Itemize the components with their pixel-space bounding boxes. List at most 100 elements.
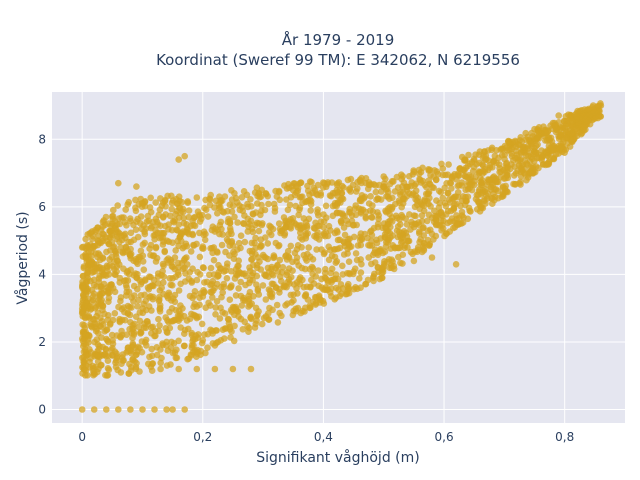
data-point: [441, 184, 449, 192]
data-point: [79, 253, 87, 260]
data-point: [232, 194, 240, 202]
data-point: [173, 195, 180, 203]
data-point: [129, 325, 136, 332]
data-point: [134, 348, 141, 355]
data-point: [394, 223, 402, 230]
data-point: [455, 221, 462, 228]
data-point: [228, 208, 236, 215]
data-point: [455, 181, 463, 189]
data-point: [341, 231, 349, 239]
data-point: [276, 289, 283, 296]
data-point: [177, 324, 184, 331]
data-point: [213, 298, 221, 305]
data-point: [314, 209, 321, 216]
x-axis-ticks: 0 0,2 0,4 0,6 0,8: [78, 430, 574, 444]
x-tick-label: 0,8: [555, 430, 574, 444]
data-point: [374, 263, 382, 271]
data-point: [347, 175, 355, 183]
data-point: [212, 311, 219, 318]
data-point: [395, 253, 402, 261]
data-point: [332, 271, 340, 278]
data-point: [190, 292, 198, 299]
data-point: [377, 196, 385, 203]
data-point: [241, 238, 249, 246]
data-point: [390, 178, 397, 185]
data-point: [115, 179, 122, 187]
data-point: [266, 229, 273, 236]
data-point: [293, 254, 301, 261]
data-point: [129, 341, 137, 349]
data-point: [159, 340, 166, 347]
data-point: [116, 318, 124, 326]
chart-title-line-1: År 1979 - 2019: [282, 30, 395, 49]
data-point: [428, 254, 436, 261]
data-point: [496, 161, 503, 168]
data-point: [167, 344, 175, 352]
data-point: [235, 268, 242, 275]
data-point: [237, 278, 244, 286]
data-point: [193, 313, 200, 320]
y-tick-label: 6: [38, 200, 46, 214]
data-point: [370, 277, 377, 285]
data-point: [332, 259, 340, 267]
data-point: [175, 307, 183, 315]
data-point: [326, 192, 334, 199]
data-point: [176, 312, 183, 320]
data-point: [410, 168, 418, 176]
data-point: [180, 312, 188, 320]
data-point: [78, 244, 86, 251]
data-point: [94, 237, 101, 244]
data-point: [307, 198, 315, 205]
data-point: [346, 186, 353, 194]
data-point: [290, 297, 297, 304]
data-point: [146, 353, 153, 361]
data-point: [169, 317, 177, 325]
data-points: [78, 100, 605, 413]
data-point: [334, 229, 341, 236]
data-point: [217, 337, 225, 344]
data-point: [223, 275, 231, 282]
data-point: [225, 316, 232, 323]
data-point: [135, 296, 142, 304]
data-point: [156, 234, 163, 242]
data-point: [333, 209, 341, 217]
data-point: [152, 244, 160, 252]
data-point: [105, 338, 112, 346]
data-point: [356, 275, 363, 282]
data-point: [88, 258, 96, 266]
data-point: [136, 368, 143, 375]
data-point: [110, 206, 117, 214]
data-point: [294, 242, 302, 249]
data-point: [257, 242, 264, 249]
data-point: [284, 300, 291, 308]
data-point: [174, 259, 182, 267]
data-point: [383, 193, 390, 200]
data-point: [476, 208, 484, 215]
data-point: [118, 214, 125, 221]
data-point: [375, 212, 383, 219]
data-point: [471, 177, 478, 185]
data-point: [385, 255, 393, 263]
data-point: [503, 144, 510, 151]
data-point: [129, 356, 136, 363]
data-point: [494, 187, 502, 195]
data-point: [418, 212, 426, 219]
data-point: [481, 196, 488, 203]
data-point: [409, 221, 416, 229]
data-point: [166, 308, 173, 316]
data-point: [118, 360, 125, 368]
data-point: [228, 282, 235, 289]
data-point: [425, 166, 432, 173]
data-point: [305, 244, 313, 251]
data-point: [207, 245, 214, 252]
data-point: [322, 202, 330, 210]
data-point: [391, 188, 399, 195]
data-point: [426, 240, 434, 248]
data-point: [443, 230, 450, 237]
data-point: [166, 275, 174, 282]
data-point: [485, 176, 493, 184]
data-point: [109, 284, 117, 292]
data-point: [367, 193, 374, 200]
data-point: [170, 295, 177, 302]
data-point: [307, 207, 315, 214]
